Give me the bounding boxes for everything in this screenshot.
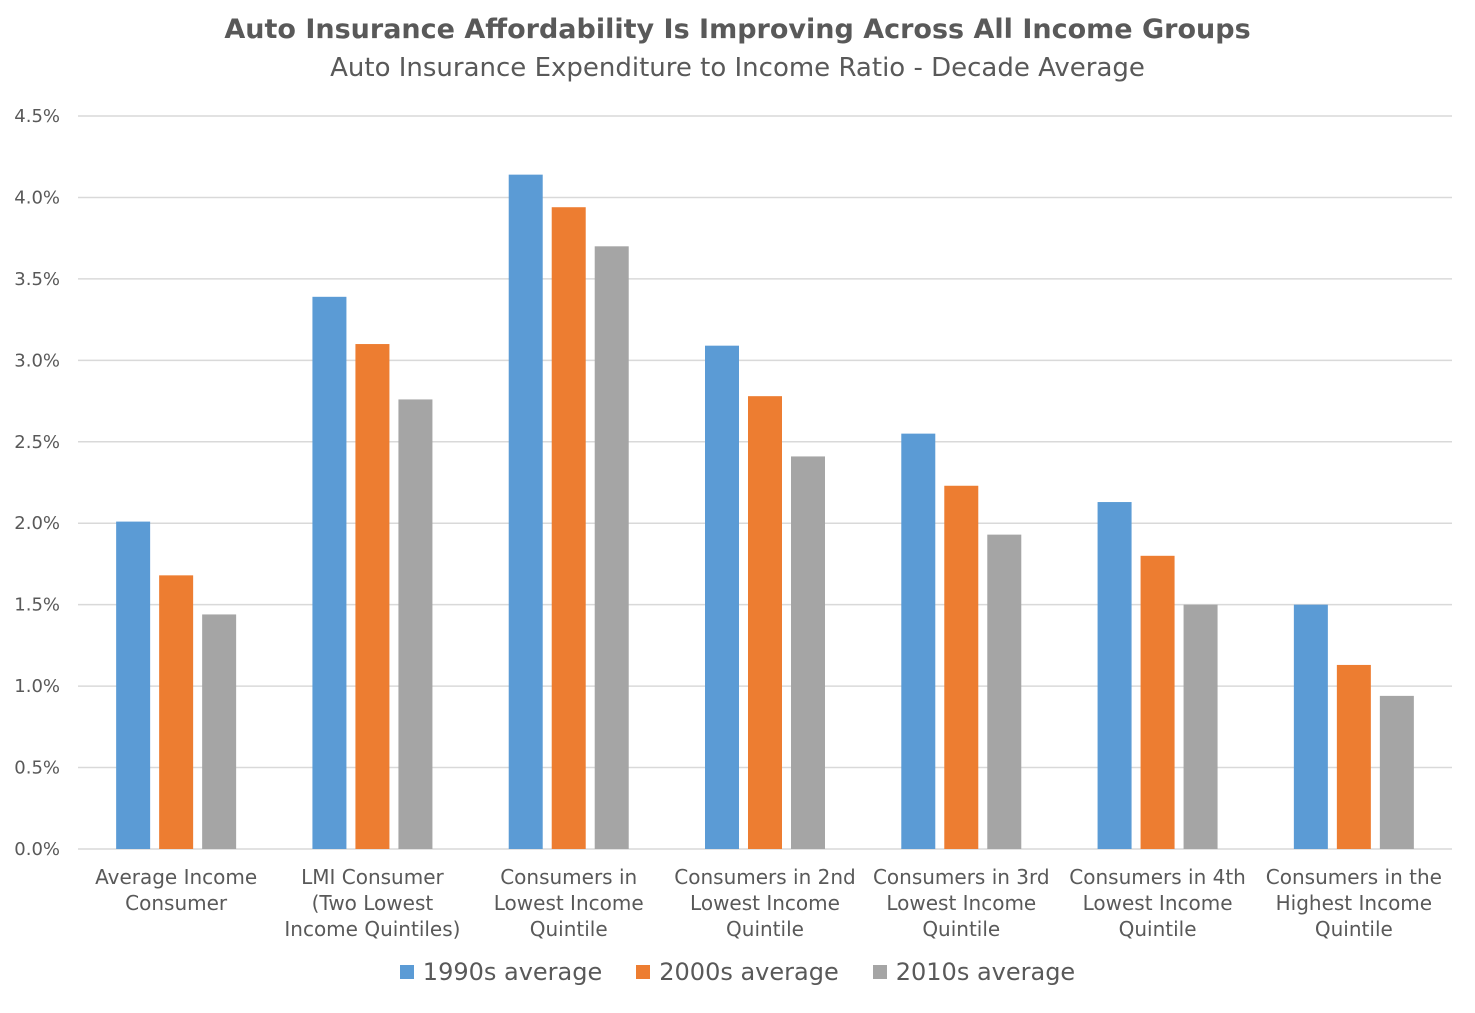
y-tick-label: 3.5% — [14, 269, 60, 290]
legend-label: 2010s average — [895, 958, 1076, 986]
x-category-label: Quintile — [530, 917, 608, 941]
x-category-label: Consumer — [125, 891, 228, 915]
x-category-label: Consumers in the — [1266, 865, 1442, 889]
x-category-label: Quintile — [726, 917, 804, 941]
legend-swatch — [636, 965, 651, 979]
x-category-label: Lowest Income — [690, 891, 840, 915]
x-category-label: Lowest Income — [886, 891, 1036, 915]
x-category-label: Consumers in 2nd — [674, 865, 855, 889]
x-category-label: Quintile — [1119, 917, 1197, 941]
legend-swatch — [399, 965, 414, 979]
bar — [551, 207, 586, 849]
x-category-label: Average Income — [95, 865, 257, 889]
bar — [312, 296, 347, 850]
legend: 1990s average 2000s average 2010s average — [0, 958, 1475, 986]
bar — [1379, 695, 1414, 849]
x-category-label: Consumers in 4th — [1069, 865, 1246, 889]
legend-item: 2010s average — [872, 958, 1076, 986]
bar — [705, 345, 739, 849]
bar — [159, 575, 194, 849]
bar — [1183, 604, 1218, 849]
bar — [748, 396, 782, 849]
bar — [202, 614, 237, 849]
bar — [355, 344, 390, 849]
x-category-label: Consumers in — [500, 865, 637, 889]
bar — [1140, 555, 1175, 849]
x-category-label: LMI Consumer — [301, 865, 444, 889]
bar — [1293, 604, 1328, 849]
bar — [508, 174, 543, 849]
x-category-label: Lowest Income — [494, 891, 644, 915]
bar — [791, 456, 825, 849]
chart-area: 0.0% 0.5% 1.0% 1.5% 2.0% 2.5% 3.0% 3.5% 4.0% 4.5%… — [14, 106, 1452, 941]
y-tick-label: 3.0% — [14, 350, 60, 371]
legend-item: 1990s average — [399, 958, 603, 986]
bar — [944, 485, 979, 849]
bars — [116, 174, 1414, 850]
x-category-label: Quintile — [922, 917, 1000, 941]
x-category-label: (Two Lowest — [312, 891, 434, 915]
bar — [1336, 664, 1371, 849]
x-category-label: Highest Income — [1276, 891, 1432, 915]
y-tick-label: 1.0% — [14, 676, 60, 697]
y-tick-label: 2.5% — [14, 432, 60, 453]
x-category-label: Income Quintiles) — [284, 917, 460, 941]
y-tick-label: 4.0% — [14, 187, 60, 208]
bar — [987, 534, 1022, 849]
legend-item: 2000s average — [636, 958, 839, 986]
bar — [594, 246, 629, 850]
y-axis-ticks: 0.0% 0.5% 1.0% 1.5% 2.0% 2.5% 3.0% 3.5% 4.0% 4.5% — [14, 106, 60, 860]
y-tick-label: 0.0% — [14, 839, 60, 860]
y-tick-label: 2.0% — [14, 513, 60, 534]
y-tick-label: 4.5% — [14, 106, 60, 127]
x-category-label: Consumers in 3rd — [873, 865, 1050, 889]
chart-title: Auto Insurance Affordability Is Improvin… — [224, 14, 1251, 45]
x-category-label: Quintile — [1315, 917, 1393, 941]
bar — [1097, 502, 1132, 849]
chart-subtitle: Auto Insurance Expenditure to Income Rat… — [330, 53, 1145, 83]
bar — [116, 521, 151, 849]
bar — [901, 433, 936, 849]
legend-swatch — [872, 965, 887, 979]
bar — [398, 399, 433, 849]
legend-label: 1990s average — [422, 958, 603, 986]
x-category-label: Lowest Income — [1083, 891, 1233, 915]
legend-label: 2000s average — [659, 958, 839, 986]
y-tick-label: 0.5% — [14, 758, 60, 779]
y-tick-label: 1.5% — [14, 595, 60, 616]
